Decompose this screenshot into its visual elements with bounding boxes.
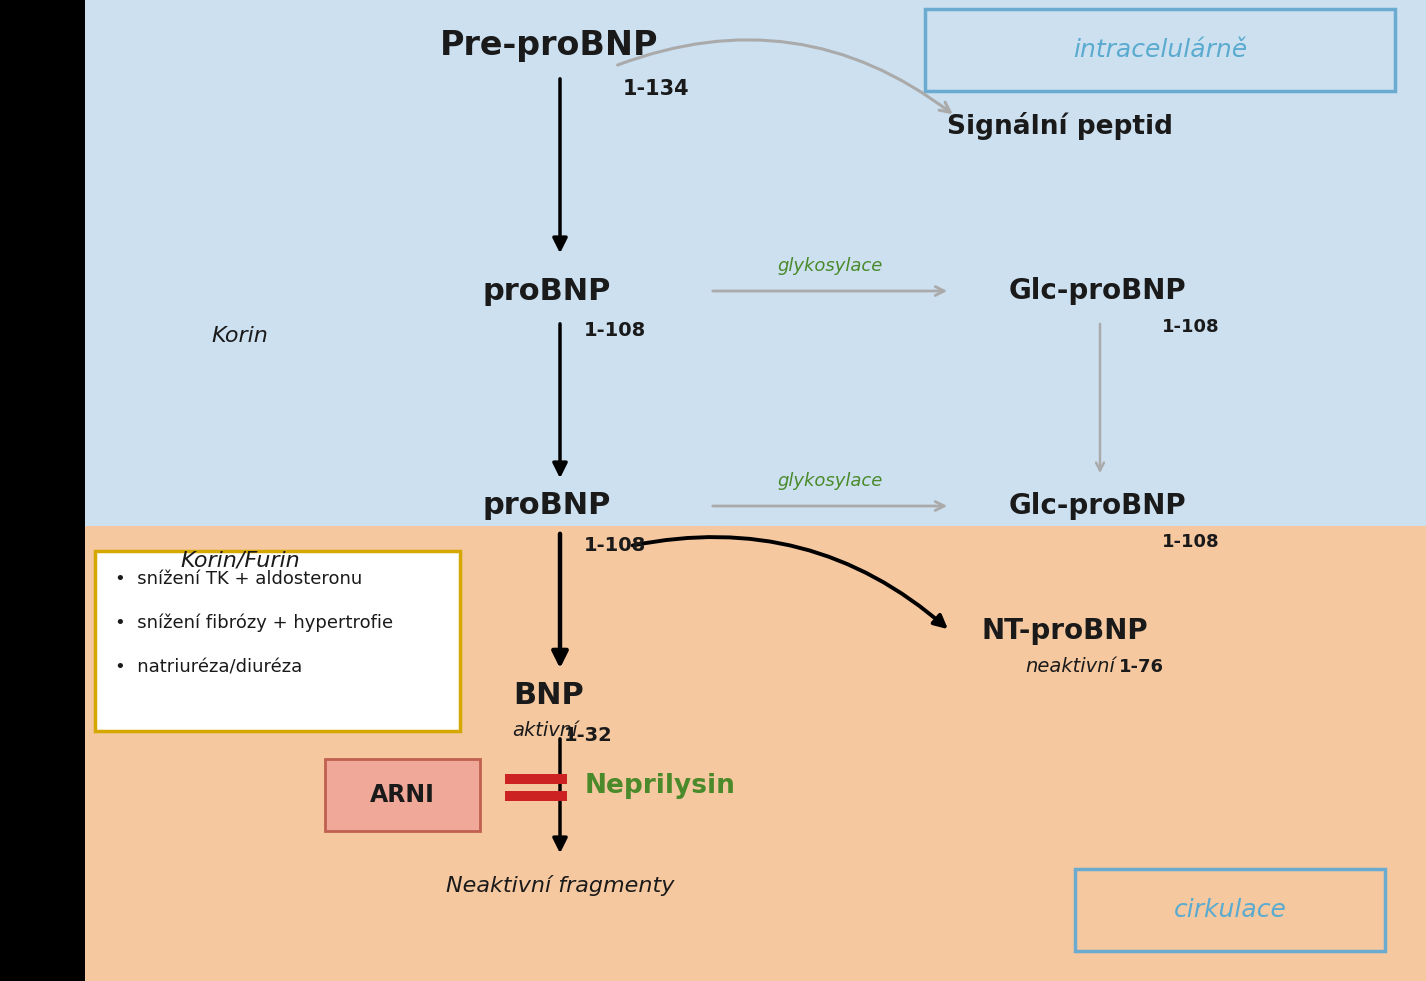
Bar bbox=[505, 774, 568, 784]
Bar bbox=[86, 526, 1426, 981]
Text: 1-32: 1-32 bbox=[563, 726, 613, 746]
Text: Glc-proBNP: Glc-proBNP bbox=[1008, 277, 1186, 305]
Text: 1-134: 1-134 bbox=[623, 79, 690, 99]
Text: glykosylace: glykosylace bbox=[777, 257, 883, 275]
Text: •  natriuréza/diuréza: • natriuréza/diuréza bbox=[116, 658, 302, 676]
Text: Pre-proBNP: Pre-proBNP bbox=[439, 29, 659, 63]
Text: Korin/Furin: Korin/Furin bbox=[180, 551, 299, 571]
Text: Signální peptid: Signální peptid bbox=[947, 112, 1174, 140]
Text: 1-108: 1-108 bbox=[583, 536, 646, 555]
Text: Glc-proBNP: Glc-proBNP bbox=[1008, 492, 1186, 520]
Text: Neaktivní fragmenty: Neaktivní fragmenty bbox=[446, 875, 674, 897]
Bar bbox=[86, 0, 1426, 526]
Text: NT-proBNP: NT-proBNP bbox=[981, 617, 1148, 645]
Text: 1-108: 1-108 bbox=[1162, 318, 1219, 336]
Text: BNP: BNP bbox=[513, 682, 585, 710]
Text: 1-108: 1-108 bbox=[1162, 533, 1219, 551]
Text: glykosylace: glykosylace bbox=[777, 472, 883, 490]
Text: Neprilysin: Neprilysin bbox=[585, 773, 736, 799]
FancyArrowPatch shape bbox=[633, 537, 944, 626]
FancyArrowPatch shape bbox=[617, 40, 950, 112]
Text: 1-76: 1-76 bbox=[1119, 658, 1164, 676]
Text: ARNI: ARNI bbox=[371, 783, 435, 807]
Text: intracelulárně: intracelulárně bbox=[1072, 38, 1248, 62]
Text: proBNP: proBNP bbox=[483, 277, 612, 305]
FancyBboxPatch shape bbox=[1075, 869, 1385, 951]
Bar bbox=[505, 791, 568, 801]
Text: •  snížení TK + aldosteronu: • snížení TK + aldosteronu bbox=[116, 570, 362, 588]
Text: proBNP: proBNP bbox=[483, 491, 612, 521]
FancyBboxPatch shape bbox=[325, 759, 481, 831]
Text: Korin: Korin bbox=[211, 326, 268, 346]
FancyBboxPatch shape bbox=[96, 551, 461, 731]
Text: neaktivní: neaktivní bbox=[1025, 656, 1115, 676]
FancyBboxPatch shape bbox=[925, 9, 1395, 91]
Text: aktivní: aktivní bbox=[512, 721, 578, 741]
Text: cirkulace: cirkulace bbox=[1174, 898, 1286, 922]
Text: •  snížení fibrózy + hypertrofie: • snížení fibrózy + hypertrofie bbox=[116, 614, 394, 632]
Bar bbox=[0, 0, 86, 981]
Text: 1-108: 1-108 bbox=[583, 321, 646, 340]
